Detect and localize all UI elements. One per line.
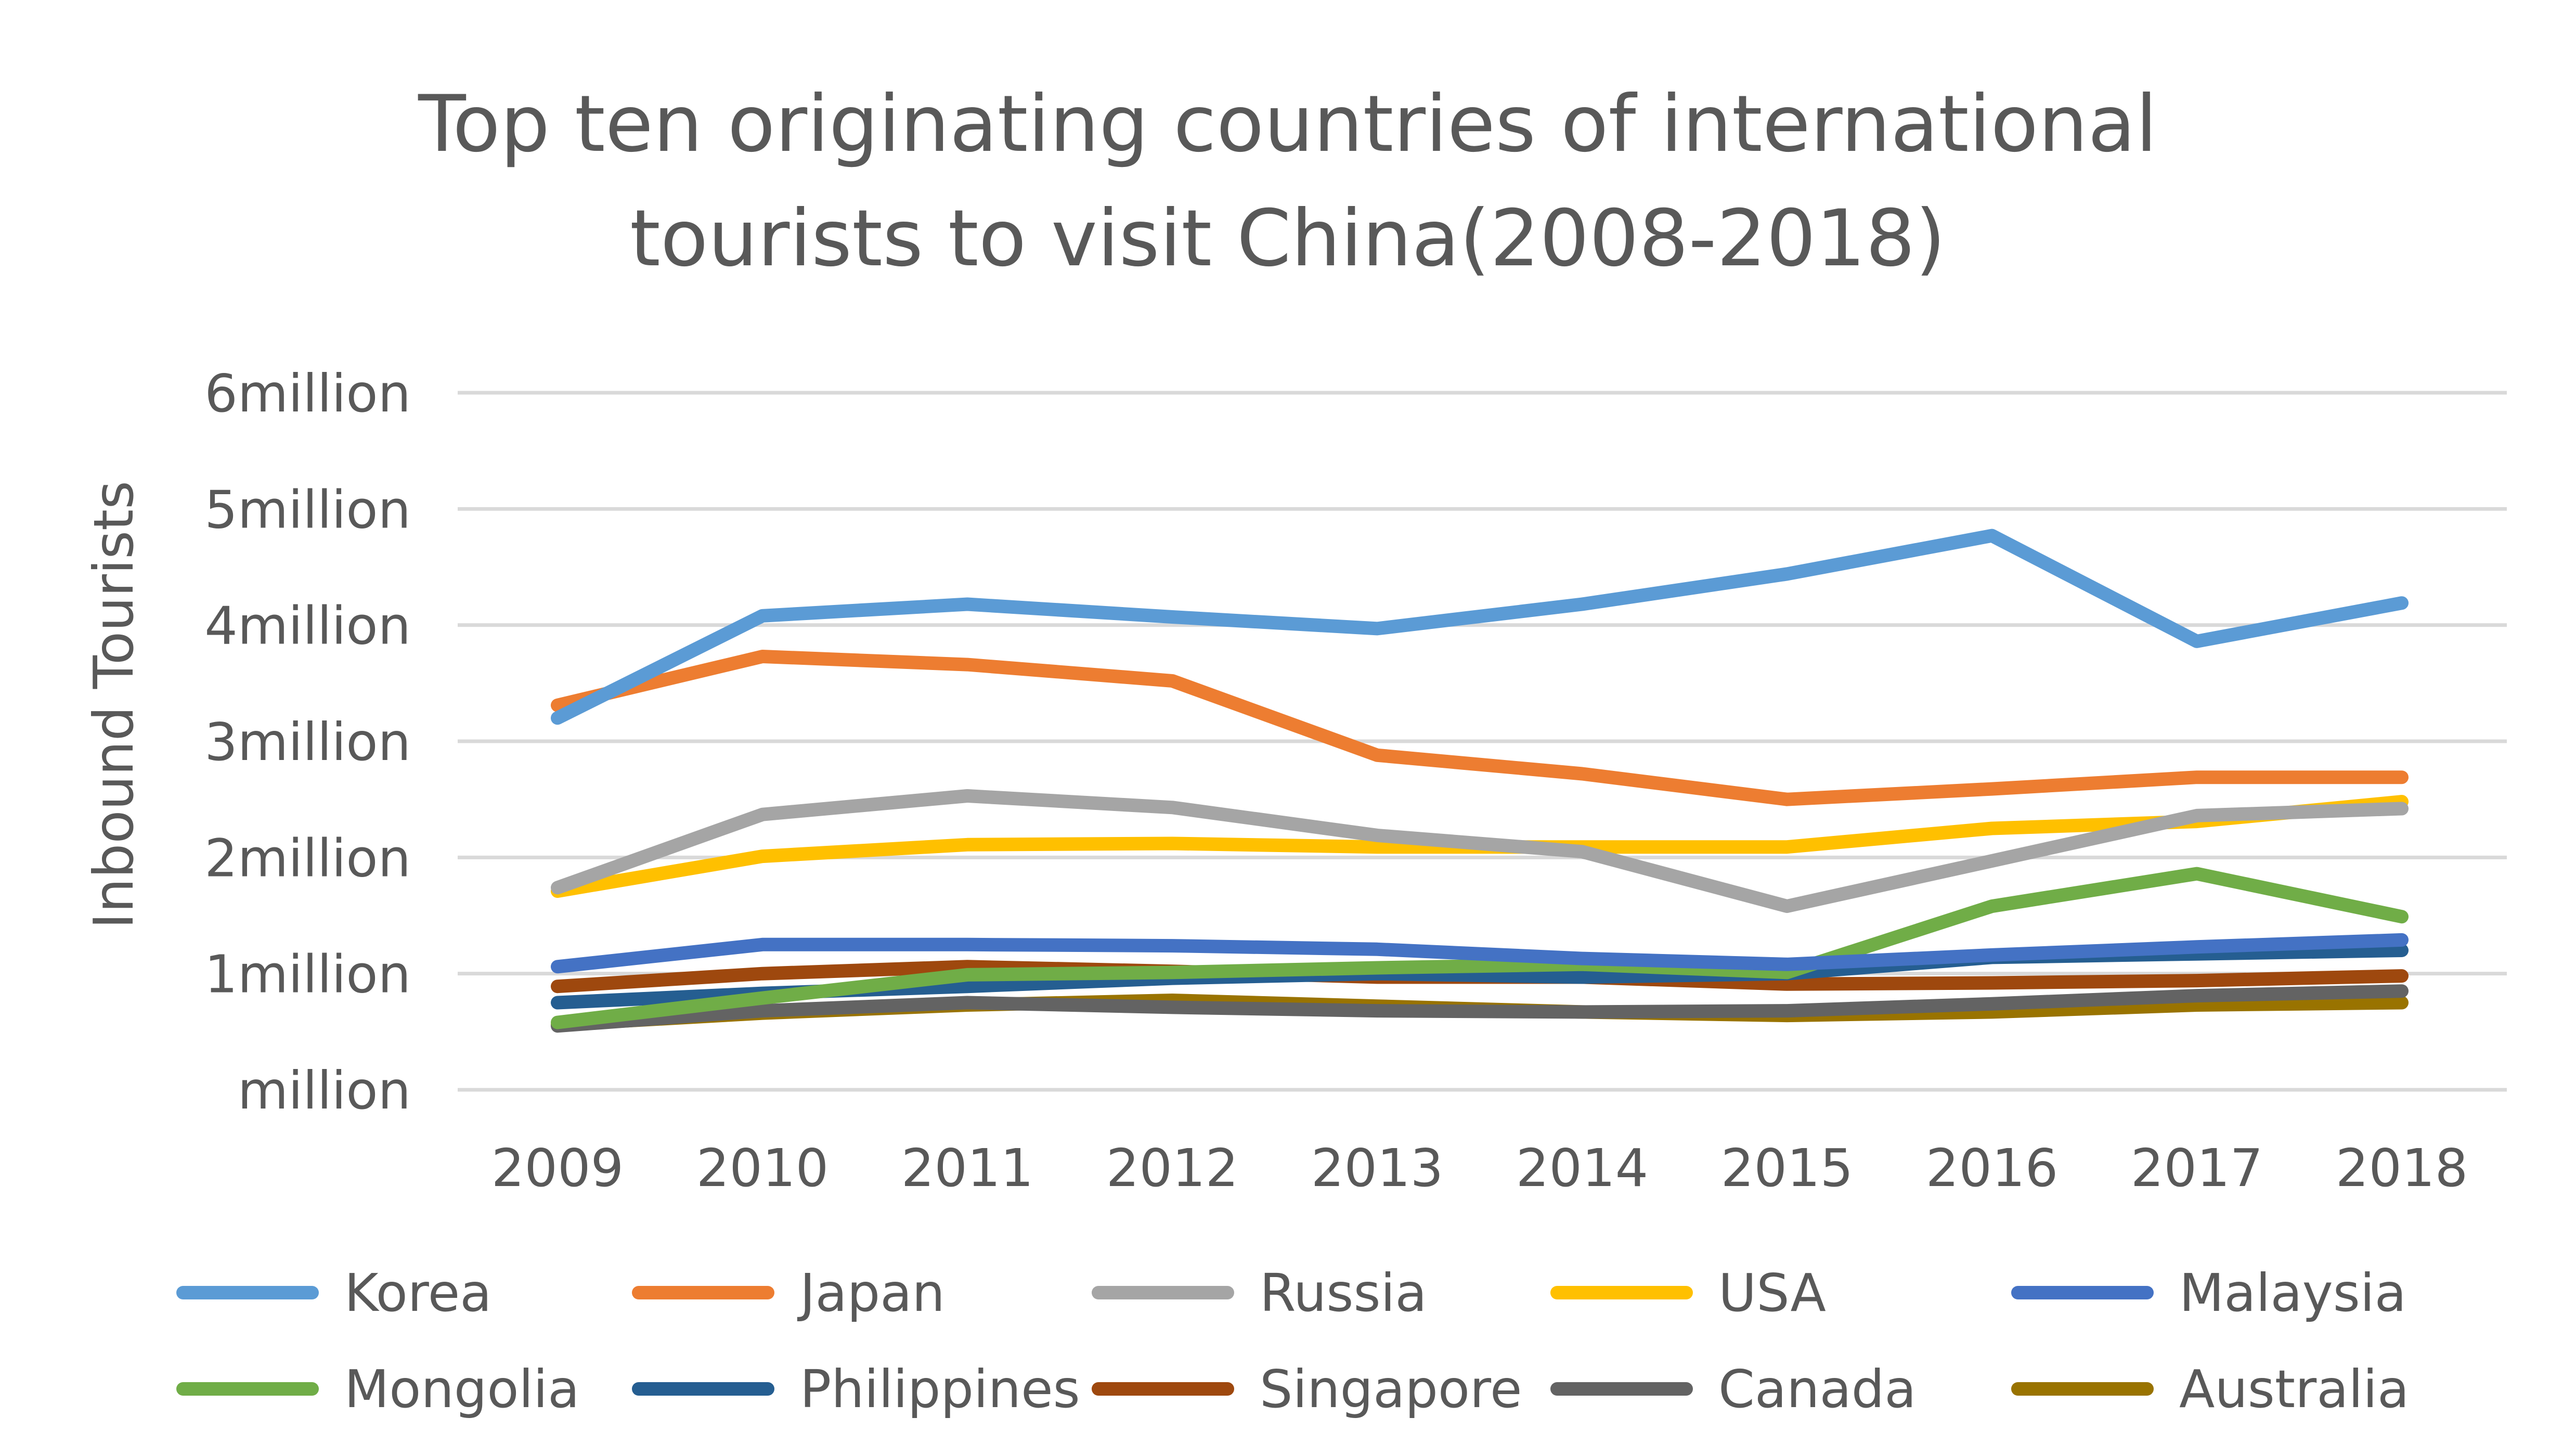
y-axis-ticks: million 1million 2million 3million 4million 5… [204, 363, 411, 1121]
x-tick-label: 2011 [901, 1138, 1034, 1199]
legend-label: Mongolia [344, 1359, 579, 1420]
x-tick-label: 2016 [1926, 1138, 2059, 1199]
x-tick-label: 2018 [2336, 1138, 2468, 1199]
legend-item-russia[interactable]: Russia [1092, 1262, 1427, 1323]
series-line-canada [551, 984, 2409, 1033]
legend-label: Singapore [1260, 1359, 1522, 1420]
legend-item-australia[interactable]: Australia [2011, 1359, 2409, 1420]
x-tick-label: 2010 [696, 1138, 829, 1199]
x-tick-label: 2009 [491, 1138, 624, 1199]
legend-item-usa[interactable]: USA [1550, 1262, 1826, 1323]
y-tick-label: 3million [204, 712, 411, 772]
legend-item-philippines[interactable]: Philippines [632, 1359, 1080, 1420]
x-tick-label: 2013 [1311, 1138, 1444, 1199]
chart-title-line-2: tourists to visit China(2008-2018) [630, 194, 1946, 284]
series-line-korea [551, 529, 2409, 725]
legend-item-japan[interactable]: Japan [632, 1262, 945, 1323]
legend-label: Korea [344, 1262, 492, 1323]
chart-title: Top ten originating countries of interna… [418, 79, 2157, 284]
legend-item-mongolia[interactable]: Mongolia [176, 1359, 579, 1420]
y-tick-label: 1million [204, 944, 411, 1005]
legend: Korea Japan Russia USA Malaysia Mongolia Phili… [176, 1262, 2409, 1420]
y-axis-label: Inbound Tourists [82, 481, 146, 929]
legend-label: Malaysia [2179, 1262, 2406, 1323]
y-tick-label: 5million [204, 479, 411, 540]
x-tick-label: 2012 [1106, 1138, 1239, 1199]
series-line-mongolia [551, 867, 2409, 1029]
legend-item-singapore[interactable]: Singapore [1092, 1359, 1522, 1420]
chart-title-line-1: Top ten originating countries of interna… [418, 79, 2157, 170]
series-lines [551, 529, 2409, 1033]
legend-label: Russia [1260, 1262, 1427, 1323]
x-tick-label: 2014 [1516, 1138, 1649, 1199]
legend-label: USA [1718, 1262, 1826, 1323]
y-tick-label: million [238, 1060, 411, 1121]
series-line-russia [551, 789, 2409, 913]
x-tick-label: 2015 [1721, 1138, 1854, 1199]
legend-label: Philippines [800, 1359, 1080, 1420]
legend-item-korea[interactable]: Korea [176, 1262, 492, 1323]
legend-item-canada[interactable]: Canada [1550, 1359, 1917, 1420]
legend-label: Canada [1718, 1359, 1917, 1420]
legend-label: Japan [797, 1262, 945, 1323]
x-axis-ticks: 2009 2010 2011 2012 2013 2014 2015 2016 2017 2018 [491, 1138, 2468, 1199]
x-tick-label: 2017 [2131, 1138, 2263, 1199]
y-tick-label: 6million [204, 363, 411, 424]
y-tick-label: 4million [204, 596, 411, 656]
legend-label: Australia [2179, 1359, 2409, 1420]
series-line-japan [551, 650, 2409, 806]
y-tick-label: 2million [204, 828, 411, 888]
series-line-malaysia [551, 933, 2409, 974]
legend-item-malaysia[interactable]: Malaysia [2011, 1262, 2406, 1323]
